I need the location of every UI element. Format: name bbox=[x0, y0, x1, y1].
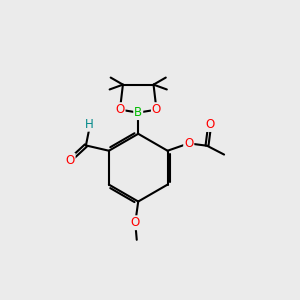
Text: O: O bbox=[152, 103, 161, 116]
Text: H: H bbox=[85, 118, 94, 131]
Text: O: O bbox=[205, 118, 214, 131]
Text: O: O bbox=[65, 154, 75, 167]
Text: O: O bbox=[184, 137, 194, 150]
Text: O: O bbox=[131, 216, 140, 229]
Text: B: B bbox=[134, 106, 142, 119]
Text: O: O bbox=[115, 103, 124, 116]
